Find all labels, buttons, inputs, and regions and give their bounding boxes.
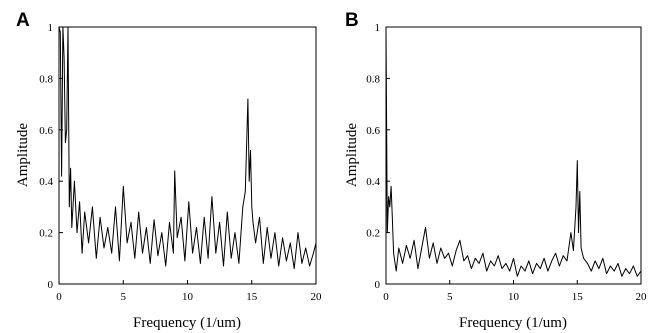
panel-a-x-tick-label: 20 bbox=[311, 291, 323, 303]
panel-b-y-tick-label: 1 bbox=[375, 22, 381, 34]
panel-b-y-tick-label: 0.8 bbox=[366, 73, 380, 85]
panel-a-letter: A bbox=[16, 10, 30, 31]
panel-b-x-tick-label: 5 bbox=[447, 291, 453, 303]
panel-a-y-tick-label: 0.6 bbox=[39, 125, 53, 137]
panel-a-y-tick-label: 0.4 bbox=[39, 176, 53, 188]
panel-a-x-tick-label: 0 bbox=[56, 291, 62, 303]
panel-a: A Frequency (1/um) Amplitude 0 5 10 15 20 0 0.… bbox=[15, 10, 322, 331]
panel-b-x-tick-label: 0 bbox=[383, 291, 389, 303]
panel-a-ylabel: Amplitude bbox=[15, 123, 31, 188]
panel-b-ylabel: Amplitude bbox=[344, 123, 360, 188]
panel-a-x-tick-label: 15 bbox=[246, 291, 258, 303]
panel-a-y-tick-label: 0.8 bbox=[39, 73, 53, 85]
panel-b: B Frequency (1/um) Amplitude 0 5 10 15 20 0 0.… bbox=[344, 10, 647, 331]
panel-b-letter: B bbox=[345, 10, 359, 31]
panel-b-xlabel: Frequency (1/um) bbox=[459, 315, 567, 331]
panel-a-amplitude-series bbox=[58, 26, 317, 270]
panel-b-y-tick-label: 0 bbox=[375, 279, 381, 291]
panel-a-y-tick-label: 0.2 bbox=[39, 228, 53, 240]
panel-b-x-tick-label: 20 bbox=[636, 291, 648, 303]
panel-b-amplitude-series bbox=[385, 26, 642, 277]
panel-a-x-tick-label: 5 bbox=[121, 291, 127, 303]
panel-a-y-tick-label: 0 bbox=[48, 279, 54, 291]
panel-b-y-tick-label: 0.2 bbox=[366, 228, 380, 240]
panel-a-y-tick-label: 1 bbox=[48, 22, 54, 34]
panel-b-y-tick-label: 0.4 bbox=[366, 176, 380, 188]
panel-b-y-tick-label: 0.6 bbox=[366, 125, 380, 137]
panel-b-plot-frame bbox=[385, 26, 642, 285]
panel-a-x-tick-label: 10 bbox=[182, 291, 194, 303]
panel-b-x-tick-label: 10 bbox=[508, 291, 520, 303]
panel-a-xlabel: Frequency (1/um) bbox=[133, 315, 241, 331]
panel-b-x-tick-label: 15 bbox=[572, 291, 584, 303]
